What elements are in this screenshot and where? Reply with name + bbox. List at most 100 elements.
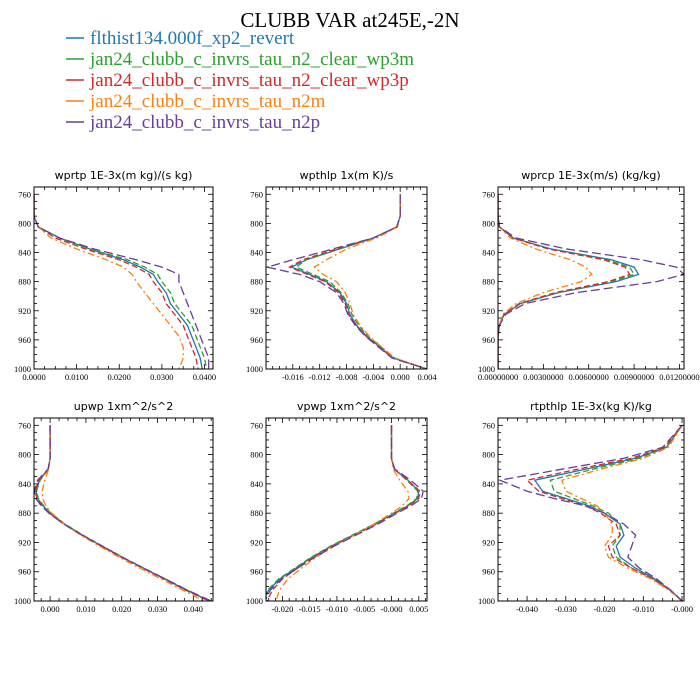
x-tick-label: 0.0300 (150, 372, 173, 382)
x-tick-label: -0.020 (271, 604, 293, 614)
series-line (34, 194, 184, 369)
y-tick-label: 1000 (246, 596, 263, 606)
x-tick-label: 0.0200 (108, 372, 131, 382)
x-tick-label: -0.008 (336, 372, 358, 382)
series-line (294, 194, 427, 369)
panel-title: wprcp 1E-3x(m/s) (kg/kg) (521, 169, 660, 182)
y-tick-label: 880 (18, 508, 31, 518)
y-tick-label: 1000 (14, 596, 31, 606)
series-line (498, 194, 640, 369)
x-tick-label: 0.00000000 (478, 372, 518, 382)
series-line (498, 194, 631, 369)
x-tick-label: -0.010 (632, 604, 654, 614)
y-tick-label: 920 (18, 537, 31, 547)
series-line (34, 194, 203, 369)
y-tick-label: 880 (18, 277, 31, 287)
y-tick-label: 1000 (246, 364, 263, 374)
series-group (267, 194, 427, 369)
y-tick-label: 880 (250, 277, 263, 287)
x-tick-label: 0.005 (409, 604, 428, 614)
y-tick-label: 960 (250, 335, 263, 345)
y-tick-label: 840 (482, 479, 495, 489)
y-tick-label: 760 (250, 420, 263, 430)
y-tick-label: 880 (250, 508, 263, 518)
x-tick-label: -0.020 (594, 604, 616, 614)
legend: flthist134.000f_xp2_revert jan24_clubb_c_… (66, 28, 414, 133)
series-line (498, 194, 684, 369)
series-line (313, 194, 427, 369)
series-line (549, 424, 683, 601)
y-tick-label: 840 (482, 248, 495, 258)
series-line (35, 425, 210, 601)
x-tick-label: -0.005 (353, 604, 375, 614)
x-tick-label: 0.030 (148, 604, 167, 614)
x-tick-label: -0.012 (309, 372, 331, 382)
x-tick-label: 0.020 (112, 604, 131, 614)
series-group (34, 194, 210, 369)
x-tick-label: -0.015 (299, 604, 321, 614)
y-tick-label: 920 (250, 306, 263, 316)
x-tick-label: 0.000 (41, 604, 60, 614)
y-tick-label: 920 (482, 537, 495, 547)
series-line (34, 194, 210, 369)
panel-title: wprtp 1E-3x(m kg)/(s kg) (55, 169, 193, 182)
x-tick-label: -0.000 (381, 604, 403, 614)
y-tick-label: 760 (250, 189, 263, 199)
y-tick-label: 760 (18, 189, 31, 199)
y-tick-label: 880 (482, 508, 495, 518)
series-line (267, 194, 427, 369)
series-group (34, 425, 212, 601)
series-line (34, 425, 209, 601)
y-tick-label: 840 (250, 479, 263, 489)
y-tick-label: 840 (18, 248, 31, 258)
x-tick-label: -0.016 (282, 372, 304, 382)
series-line (34, 425, 212, 601)
panel: wprtp 1E-3x(m kg)/(s kg) 760 800 840 880 920 9… (14, 169, 216, 382)
series-line (525, 424, 683, 601)
series-group (266, 425, 424, 601)
x-tick-label: 0.00300000 (523, 372, 563, 382)
series-line (34, 194, 208, 369)
y-tick-label: 800 (250, 218, 263, 228)
series-line (35, 425, 211, 601)
plot-frame (33, 417, 214, 602)
x-tick-label: -0.010 (326, 604, 348, 614)
y-tick-label: 920 (482, 306, 495, 316)
panel: wpthlp 1x(m K)/s 760 800 840 880 920 960 1000 -0… (246, 169, 437, 382)
y-tick-label: 800 (482, 450, 495, 460)
x-tick-label: 0.00900000 (614, 372, 654, 382)
x-tick-label: -0.004 (362, 372, 385, 382)
y-tick-label: 760 (482, 189, 495, 199)
series-line (266, 425, 424, 601)
series-line (498, 424, 683, 601)
panel-title: wpthlp 1x(m K)/s (300, 169, 394, 182)
panel-title: upwp 1xm^2/s^2 (74, 400, 174, 413)
y-tick-label: 960 (18, 335, 31, 345)
y-tick-label: 960 (482, 567, 495, 577)
series-group (498, 424, 683, 601)
plot-frame (497, 417, 685, 602)
y-tick-label: 960 (250, 567, 263, 577)
panel: vpwp 1xm^2/s^2 760 800 840 880 920 960 1000 -0.0… (246, 400, 428, 614)
plot-frame (497, 186, 685, 370)
series-line (266, 425, 419, 595)
y-tick-label: 960 (482, 335, 495, 345)
y-tick-label: 1000 (478, 364, 495, 374)
panel-title: vpwp 1xm^2/s^2 (297, 400, 396, 413)
series-line (275, 425, 410, 601)
panel-title: rtpthlp 1E-3x(kg K)/kg (530, 400, 652, 413)
x-tick-label: 0.010 (76, 604, 95, 614)
series-line (34, 194, 199, 369)
legend-label: jan24_clubb_c_invrs_tau_n2m (89, 91, 326, 112)
panels-grid: wprtp 1E-3x(m kg)/(s kg) 760 800 840 880 920 9… (14, 169, 700, 614)
legend-label: flthist134.000f_xp2_revert (90, 28, 295, 49)
y-tick-label: 880 (482, 277, 495, 287)
x-tick-label: 0.00600000 (569, 372, 609, 382)
plot-frame (265, 417, 428, 602)
x-tick-label: -0.030 (555, 604, 577, 614)
series-line (266, 425, 421, 601)
x-tick-label: -0.000 (671, 604, 693, 614)
x-tick-label: 0.0100 (65, 372, 88, 382)
y-tick-label: 1000 (14, 364, 31, 374)
